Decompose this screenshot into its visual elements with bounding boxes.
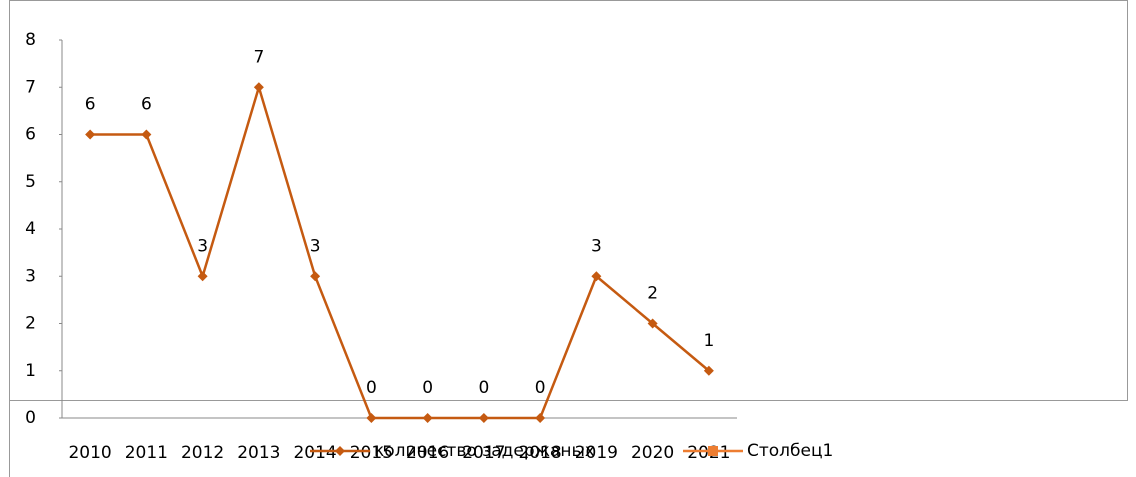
x-tick-label: 2017 bbox=[462, 443, 505, 463]
data-point bbox=[253, 82, 264, 93]
y-tick-label: 5 bbox=[25, 172, 36, 192]
y-tick-label: 1 bbox=[25, 361, 36, 381]
data-point bbox=[366, 413, 377, 423]
data-point bbox=[647, 318, 658, 329]
data-label: 3 bbox=[197, 236, 208, 256]
data-point bbox=[703, 365, 714, 376]
legend-marker bbox=[708, 446, 718, 456]
data-label: 0 bbox=[422, 378, 433, 398]
y-tick-label: 3 bbox=[25, 266, 36, 286]
legend-label: Столбец1 bbox=[747, 441, 833, 461]
data-label: 0 bbox=[478, 378, 489, 398]
data-label: 6 bbox=[85, 95, 96, 115]
data-label: 7 bbox=[253, 47, 264, 67]
legend-marker bbox=[335, 446, 345, 456]
data-label: 3 bbox=[591, 236, 602, 256]
data-point bbox=[310, 271, 321, 282]
data-label: 2 bbox=[647, 284, 658, 304]
data-point bbox=[141, 129, 152, 140]
x-tick-label: 2012 bbox=[181, 443, 224, 463]
series-line bbox=[90, 82, 710, 420]
y-tick-label: 6 bbox=[25, 125, 36, 145]
data-label: 6 bbox=[141, 95, 152, 115]
x-tick-label: 2010 bbox=[68, 443, 111, 463]
x-tick-label: 2020 bbox=[631, 443, 674, 463]
data-point bbox=[85, 129, 96, 140]
data-label: 0 bbox=[535, 378, 546, 398]
data-label: 0 bbox=[366, 378, 377, 398]
x-tick-label: 2013 bbox=[237, 443, 280, 463]
data-label: 3 bbox=[310, 236, 321, 256]
legend-label: количество задержаных bbox=[374, 441, 595, 461]
data-point bbox=[478, 413, 489, 423]
x-tick-label: 2015 bbox=[350, 443, 393, 463]
x-tick-label: 2019 bbox=[575, 443, 618, 463]
data-point bbox=[422, 413, 433, 423]
data-point bbox=[197, 271, 208, 282]
data-point bbox=[591, 271, 602, 282]
data-point bbox=[535, 413, 546, 423]
y-tick-label: 2 bbox=[25, 314, 36, 334]
y-tick-label: 8 bbox=[25, 30, 36, 50]
y-tick-label: 7 bbox=[25, 77, 36, 97]
x-tick-label: 2018 bbox=[518, 443, 561, 463]
x-tick-label: 2011 bbox=[125, 443, 168, 463]
x-tick-label: 2016 bbox=[406, 443, 449, 463]
y-tick-label: 4 bbox=[25, 219, 36, 239]
chart-frame bbox=[9, 0, 1128, 401]
data-label: 1 bbox=[703, 331, 714, 351]
y-tick-label: 0 bbox=[25, 408, 36, 428]
x-tick-label: 2014 bbox=[293, 443, 336, 463]
